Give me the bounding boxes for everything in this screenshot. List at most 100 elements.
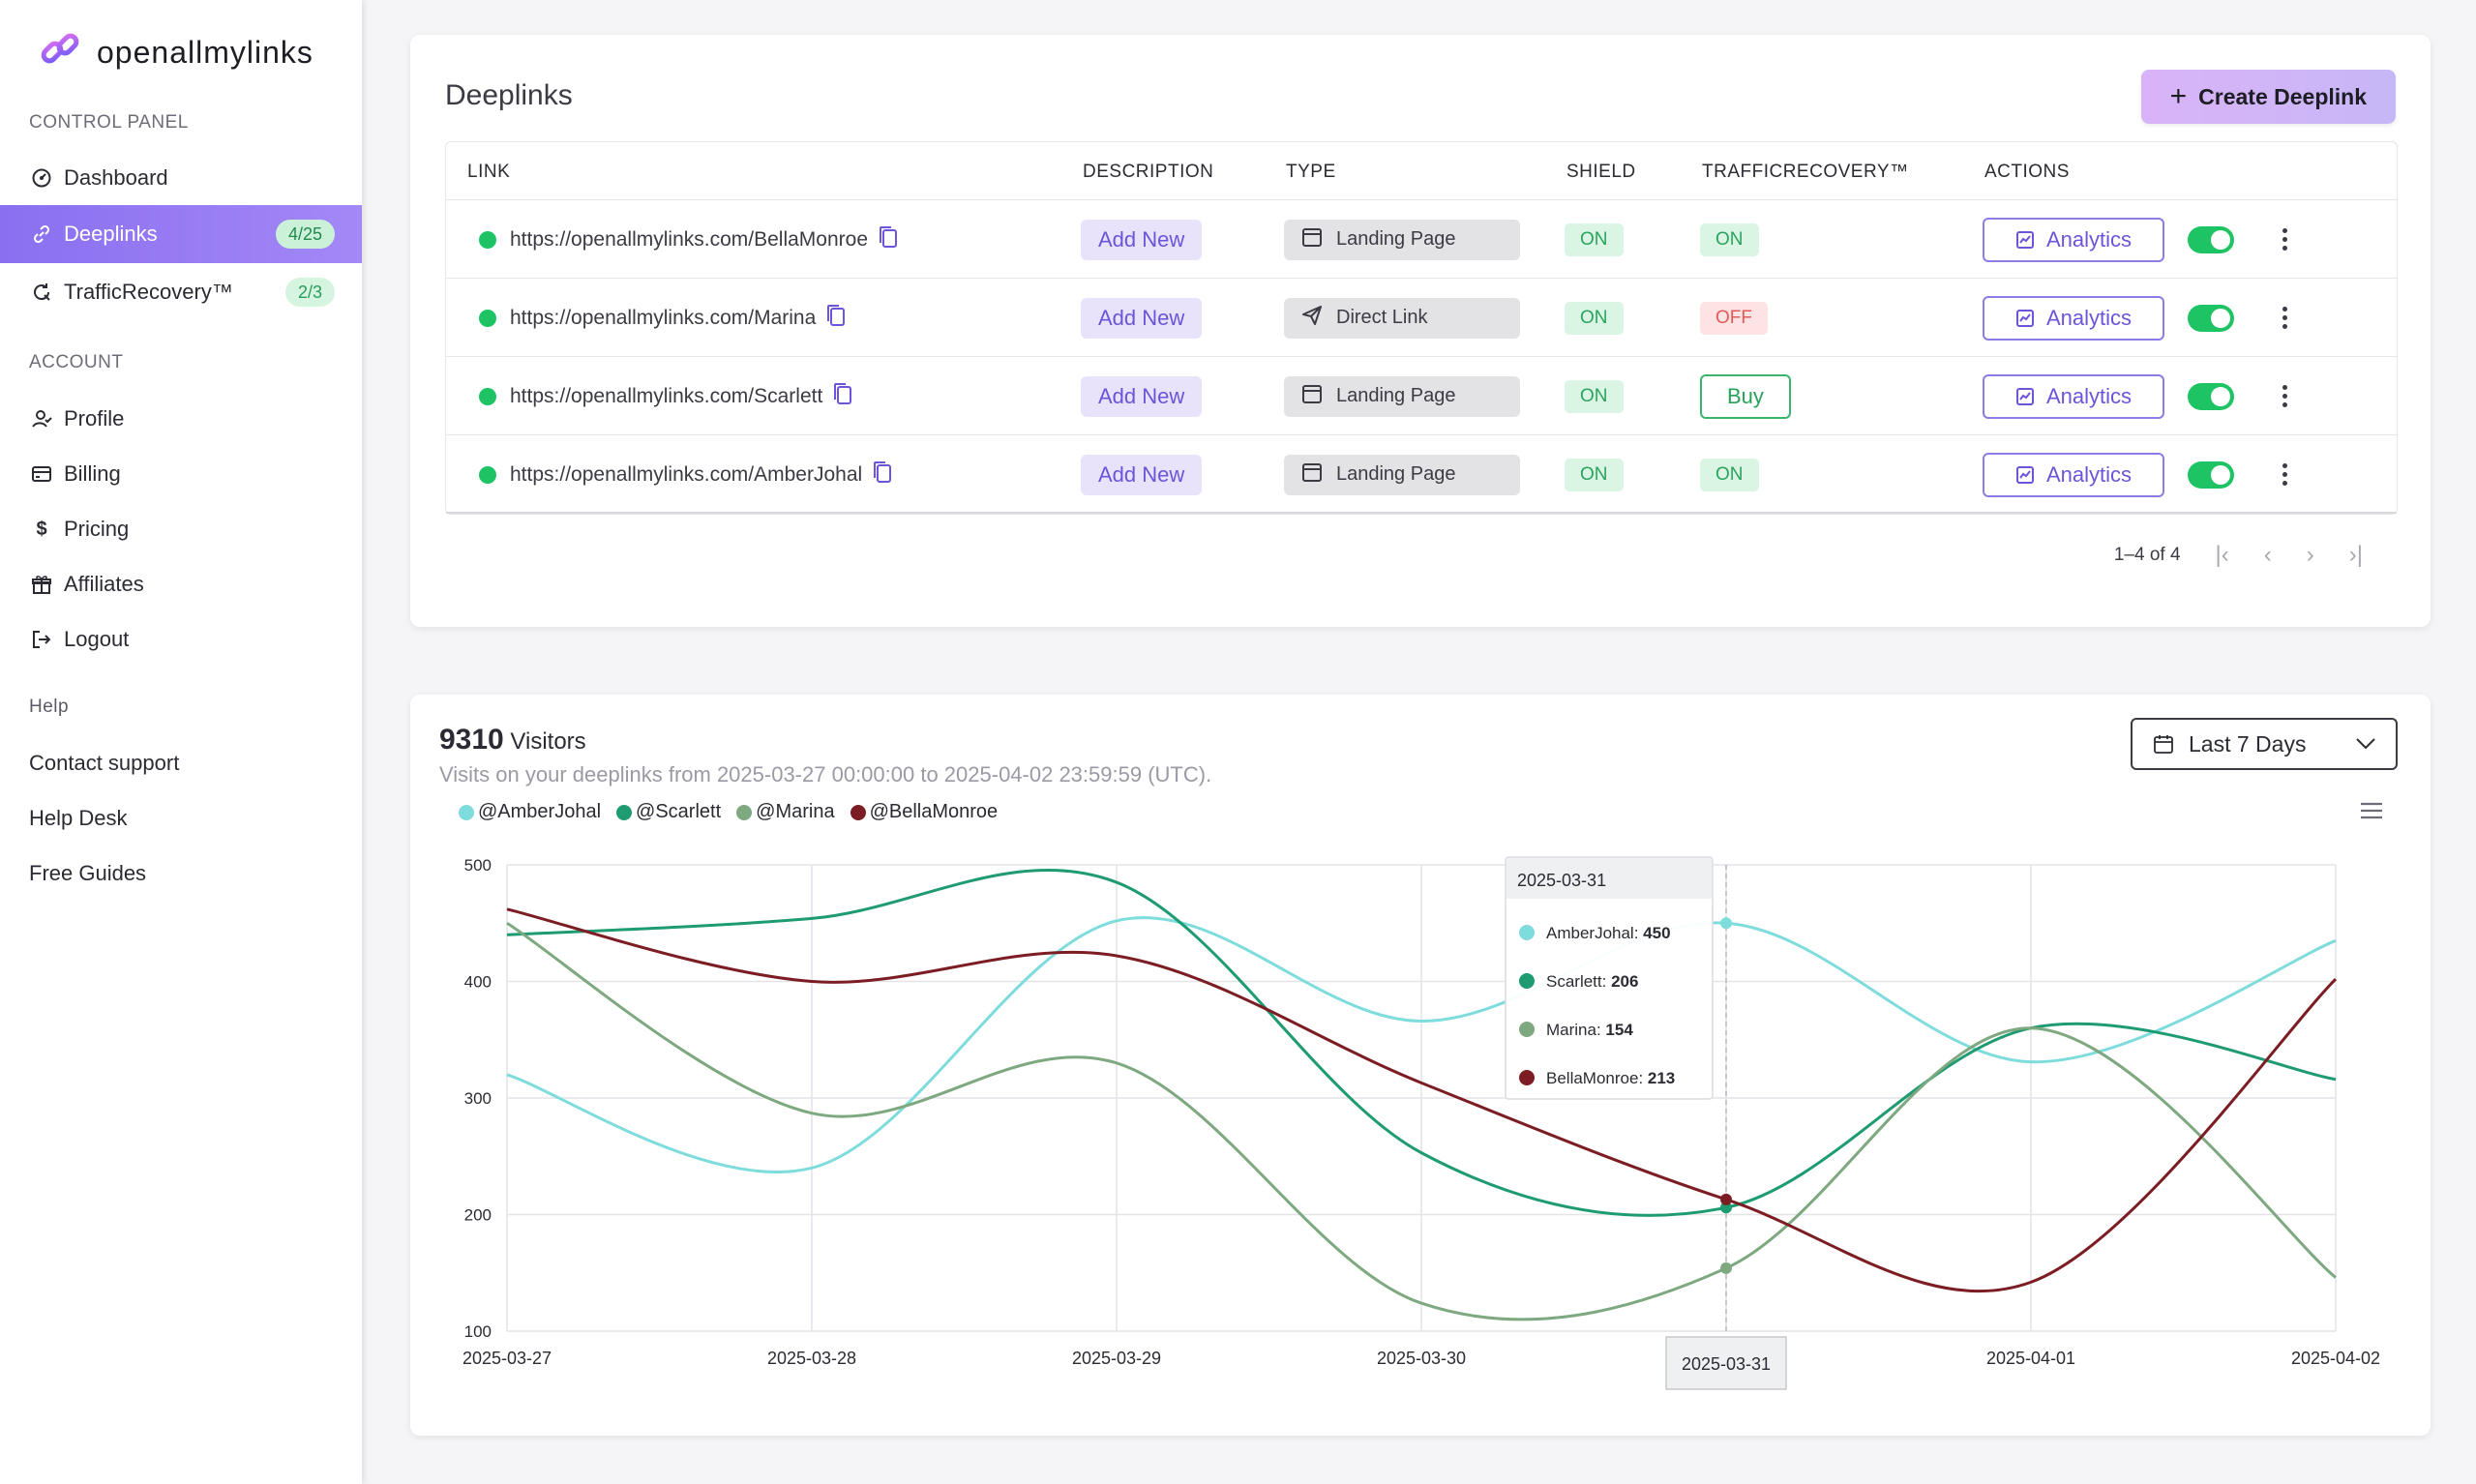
visitors-subtitle: Visits on your deeplinks from 2025-03-27… — [439, 762, 1212, 787]
type-badge[interactable]: Landing Page — [1284, 375, 1520, 417]
actions-cell: Analytics — [1983, 200, 2294, 279]
sidebar-item-dashboard[interactable]: Dashboard — [0, 149, 362, 207]
chart-icon — [2015, 465, 2034, 484]
deeplink-url[interactable]: https://openallmylinks.com/Scarlett — [510, 384, 823, 407]
analytics-label: Analytics — [2045, 305, 2133, 330]
type-badge[interactable]: Direct Link — [1284, 297, 1520, 339]
recovery-icon — [29, 280, 54, 305]
legend-item[interactable]: @Scarlett — [616, 801, 721, 823]
date-range-select[interactable]: Last 7 Days — [2131, 718, 2398, 770]
logout-icon — [29, 627, 54, 652]
deeplink-url[interactable]: https://openallmylinks.com/AmberJohal — [510, 462, 863, 486]
copy-icon[interactable] — [825, 303, 847, 333]
dashboard-icon — [29, 165, 54, 191]
recovery-status[interactable]: OFF — [1700, 301, 1768, 335]
legend-label: @BellaMonroe — [869, 801, 999, 822]
type-badge[interactable]: Landing Page — [1284, 219, 1520, 260]
chart-legend: @AmberJohal @Scarlett @Marina @BellaMonroe — [459, 801, 998, 823]
chart-icon — [2015, 309, 2034, 327]
table-row: https://openallmylinks.com/AmberJohal Ad… — [446, 435, 2397, 514]
last-page-icon[interactable]: ›| — [2348, 542, 2363, 568]
sidebar-item-trafficrecovery[interactable]: TrafficRecovery™ 2/3 — [0, 263, 362, 321]
copy-icon[interactable] — [872, 460, 893, 490]
recovery-status[interactable]: ON — [1700, 458, 1759, 491]
shield-status[interactable]: ON — [1565, 223, 1624, 256]
y-tick-label: 300 — [464, 1089, 492, 1108]
y-tick-label: 100 — [464, 1322, 492, 1341]
enabled-toggle[interactable] — [2188, 304, 2234, 332]
link-icon — [29, 222, 54, 247]
copy-icon[interactable] — [832, 381, 853, 411]
y-tick-label: 400 — [464, 973, 492, 992]
calendar-icon — [1301, 226, 1323, 253]
shield-cell: ON — [1565, 279, 1624, 357]
type-badge[interactable]: Landing Page — [1284, 454, 1520, 495]
enabled-toggle[interactable] — [2188, 460, 2234, 489]
add-description-button[interactable]: Add New — [1081, 375, 1203, 417]
help-label: Help — [29, 697, 70, 717]
contact-support-link[interactable]: Contact support — [29, 751, 180, 775]
enabled-toggle[interactable] — [2188, 225, 2234, 253]
shield-status[interactable]: ON — [1565, 301, 1624, 335]
next-page-icon[interactable]: › — [2306, 542, 2314, 568]
tooltip-entry: BellaMonroe: 213 — [1546, 1069, 1675, 1087]
add-description-button[interactable]: Add New — [1081, 454, 1203, 495]
sidebar-item-profile[interactable]: Profile — [0, 390, 362, 448]
control-panel-label: CONTROL PANEL — [29, 112, 189, 133]
column-header-trafficrecovery: TRAFFICRECOVERY™ — [1702, 162, 1909, 182]
shield-status[interactable]: ON — [1565, 458, 1624, 491]
sidebar-item-affiliates[interactable]: Affiliates — [0, 555, 362, 613]
analytics-button[interactable]: Analytics — [1983, 373, 2164, 419]
free-guides-link[interactable]: Free Guides — [29, 861, 147, 885]
description-cell: Add New — [1081, 200, 1203, 279]
sidebar-item-billing[interactable]: Billing — [0, 445, 362, 503]
recovery-status[interactable]: ON — [1700, 223, 1759, 256]
legend-item[interactable]: @BellaMonroe — [850, 801, 999, 823]
legend-item[interactable]: @AmberJohal — [459, 801, 601, 823]
tooltip-header — [1506, 858, 1712, 899]
more-options-icon[interactable] — [2275, 228, 2294, 251]
column-header-actions: ACTIONS — [1984, 162, 2070, 182]
column-header-shield: SHIELD — [1566, 162, 1636, 182]
chart-icon — [2015, 230, 2034, 249]
sidebar-item-logout[interactable]: Logout — [0, 610, 362, 668]
type-cell: Direct Link — [1284, 279, 1520, 357]
table-row: https://openallmylinks.com/BellaMonroe A… — [446, 200, 2397, 279]
chevron-down-icon — [2356, 738, 2375, 750]
link-cell: https://openallmylinks.com/Marina — [479, 279, 847, 357]
shield-cell: ON — [1565, 200, 1624, 279]
legend-item[interactable]: @Marina — [736, 801, 835, 823]
analytics-button[interactable]: Analytics — [1983, 217, 2164, 262]
deeplink-url[interactable]: https://openallmylinks.com/Marina — [510, 306, 817, 329]
create-deeplink-button[interactable]: + Create Deeplink — [2140, 70, 2396, 124]
analytics-button[interactable]: Analytics — [1983, 452, 2164, 497]
visitors-line-chart: 100 200 300 400 500 2025-03-27 2025-03-28 2025-… — [462, 856, 2380, 1390]
x-tick-label: 2025-03-31 — [1682, 1354, 1771, 1374]
add-description-button[interactable]: Add New — [1081, 219, 1203, 260]
x-tooltip-box — [1665, 1336, 1787, 1390]
table-row: https://openallmylinks.com/Marina Add Ne… — [446, 279, 2397, 357]
type-label: Landing Page — [1336, 385, 1456, 406]
sidebar-item-label: Affiliates — [64, 572, 144, 596]
more-options-icon[interactable] — [2275, 463, 2294, 486]
copy-icon[interactable] — [878, 224, 899, 254]
series-line — [506, 907, 2338, 1293]
shield-status[interactable]: ON — [1565, 379, 1624, 413]
more-options-icon[interactable] — [2275, 385, 2294, 407]
enabled-toggle[interactable] — [2188, 382, 2234, 410]
series-line — [506, 916, 2337, 1173]
add-description-button[interactable]: Add New — [1081, 297, 1203, 339]
menu-icon[interactable] — [2359, 801, 2384, 825]
sidebar-item-label: Logout — [64, 627, 130, 651]
deeplink-url[interactable]: https://openallmylinks.com/BellaMonroe — [510, 227, 869, 251]
help-desk-link[interactable]: Help Desk — [29, 806, 128, 830]
prev-page-icon[interactable]: ‹ — [2263, 542, 2272, 568]
sidebar-item-pricing[interactable]: $ Pricing — [0, 500, 362, 558]
more-options-icon[interactable] — [2275, 307, 2294, 329]
sidebar-item-deeplinks[interactable]: Deeplinks 4/25 — [0, 205, 362, 263]
sidebar-item-label: TrafficRecovery™ — [64, 280, 233, 304]
first-page-icon[interactable]: |‹ — [2215, 542, 2229, 568]
analytics-button[interactable]: Analytics — [1983, 295, 2164, 341]
buy-recovery-button[interactable]: Buy — [1700, 373, 1791, 419]
brand[interactable]: openallmylinks — [39, 29, 313, 76]
